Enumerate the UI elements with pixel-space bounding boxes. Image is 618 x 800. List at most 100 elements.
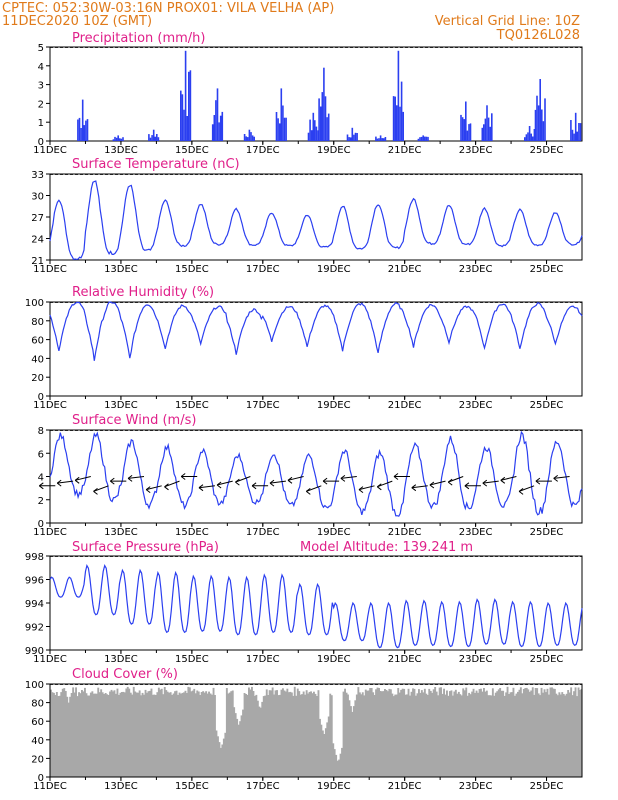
cloud-bar	[376, 687, 379, 777]
cloud-bar	[242, 709, 244, 777]
cloud-bar	[67, 702, 70, 777]
wind-arrow-head	[518, 488, 524, 495]
wind-arrow-head	[482, 479, 488, 487]
cloud-bar	[58, 695, 61, 777]
cloud-bar	[57, 696, 60, 777]
cloud-bar	[165, 690, 168, 777]
cloud-bar	[305, 690, 308, 777]
precip-bar	[525, 134, 528, 141]
cloud-bar	[420, 690, 423, 777]
cloud-bar	[478, 689, 481, 777]
cloud-bar	[468, 692, 471, 777]
header-run-id: TQ0126L028	[496, 28, 580, 43]
precip-bar	[573, 133, 575, 141]
cloud-bar	[493, 695, 496, 777]
cloud-bar	[115, 693, 117, 777]
cloud-bar	[54, 695, 57, 777]
cloud-bar	[441, 693, 444, 777]
precip-bar	[542, 121, 545, 141]
y-tick-label: 3	[38, 81, 44, 92]
cloud-bar	[452, 695, 454, 777]
wind-line	[49, 430, 583, 517]
precip-bar	[117, 135, 119, 141]
cloud-bar	[330, 695, 333, 777]
cloud-bar	[137, 692, 140, 777]
model-altitude: Model Altitude: 139.241 m	[300, 540, 473, 555]
precip-bar	[381, 138, 383, 141]
y-tick-label: 8	[38, 426, 44, 437]
cloud-bar	[94, 693, 97, 777]
cloud-bar	[321, 730, 324, 777]
cloud-bar	[239, 721, 242, 777]
x-tick-label: 21DEC	[388, 400, 422, 411]
cloud-bar	[191, 690, 194, 777]
cloud-bar	[271, 687, 274, 777]
cloud-bar	[527, 689, 530, 777]
cloud-bar	[443, 688, 445, 777]
precip-bar	[285, 117, 287, 141]
wind-arrow-head	[39, 482, 44, 490]
cloud-bar	[508, 694, 510, 777]
cloud-bar	[143, 694, 145, 777]
wind-arrow-head	[56, 479, 62, 487]
cloud-bar	[548, 694, 550, 777]
precip-title: Precipitation (mm/h)	[72, 31, 205, 46]
cloud-bar	[485, 690, 488, 777]
cloud-bar	[426, 695, 429, 777]
x-tick-label: 23DEC	[459, 781, 493, 792]
precip-bar	[461, 117, 464, 141]
precip-bar	[487, 117, 490, 141]
cloud-bar	[172, 693, 175, 777]
x-tick-label: 25DEC	[530, 400, 564, 411]
precip-bar	[307, 132, 310, 141]
cloud-bar	[240, 715, 243, 777]
cloud-bar	[574, 687, 577, 777]
x-tick-label: 13DEC	[104, 400, 138, 411]
x-tick-label: 19DEC	[317, 527, 351, 538]
y-tick-label: 100	[25, 680, 44, 691]
cloud-bar	[580, 689, 583, 777]
cloud-bar	[256, 700, 259, 777]
cloud-bar	[224, 732, 227, 777]
precip-bar	[481, 127, 484, 141]
wind-arrow	[448, 476, 464, 483]
cloud-bar	[131, 694, 134, 777]
cloud-bar	[159, 689, 162, 777]
panel-1: 21 24 27 30 33 11DEC 13DEC 15DEC 17DEC 19DEC 21DEC…	[31, 170, 583, 275]
cloud-bar	[193, 688, 196, 777]
precip-bar	[489, 126, 491, 141]
cloud-bar	[521, 693, 524, 777]
precip-bar	[491, 113, 493, 141]
cloud-bar	[270, 690, 273, 777]
precip-bar	[348, 137, 350, 141]
precip-bar	[399, 106, 401, 141]
precip-bar	[86, 119, 89, 141]
precip-bar	[243, 134, 246, 141]
precip-bar	[188, 71, 190, 141]
cloud-bar	[418, 689, 420, 777]
cloud-bar	[183, 692, 185, 777]
cloud-bar	[243, 693, 246, 777]
wind-arrow	[553, 476, 570, 479]
cloud-bar	[344, 688, 346, 777]
cloud-bar	[533, 694, 536, 777]
y-tick-label: 2	[38, 99, 44, 110]
cloud-bar	[449, 691, 451, 777]
cloud-bar	[150, 688, 153, 777]
cloud-bar	[273, 694, 275, 777]
cloud-bar	[573, 691, 575, 777]
cloud-bar	[524, 688, 527, 777]
cloud-bar	[293, 686, 296, 777]
cloud-bar	[116, 688, 119, 777]
y-tick-label: 990	[25, 646, 44, 657]
cloud-bar	[85, 693, 88, 777]
cloud-bar	[382, 691, 385, 777]
cloud-bar	[488, 695, 491, 777]
cloud-bar	[194, 693, 197, 777]
precip-bar	[317, 130, 319, 141]
cloud-bar	[249, 689, 252, 777]
cloud-bar	[466, 695, 469, 777]
x-tick-label: 21DEC	[388, 264, 422, 275]
cloud-bar	[295, 695, 298, 777]
y-tick-label: 0	[38, 137, 44, 148]
